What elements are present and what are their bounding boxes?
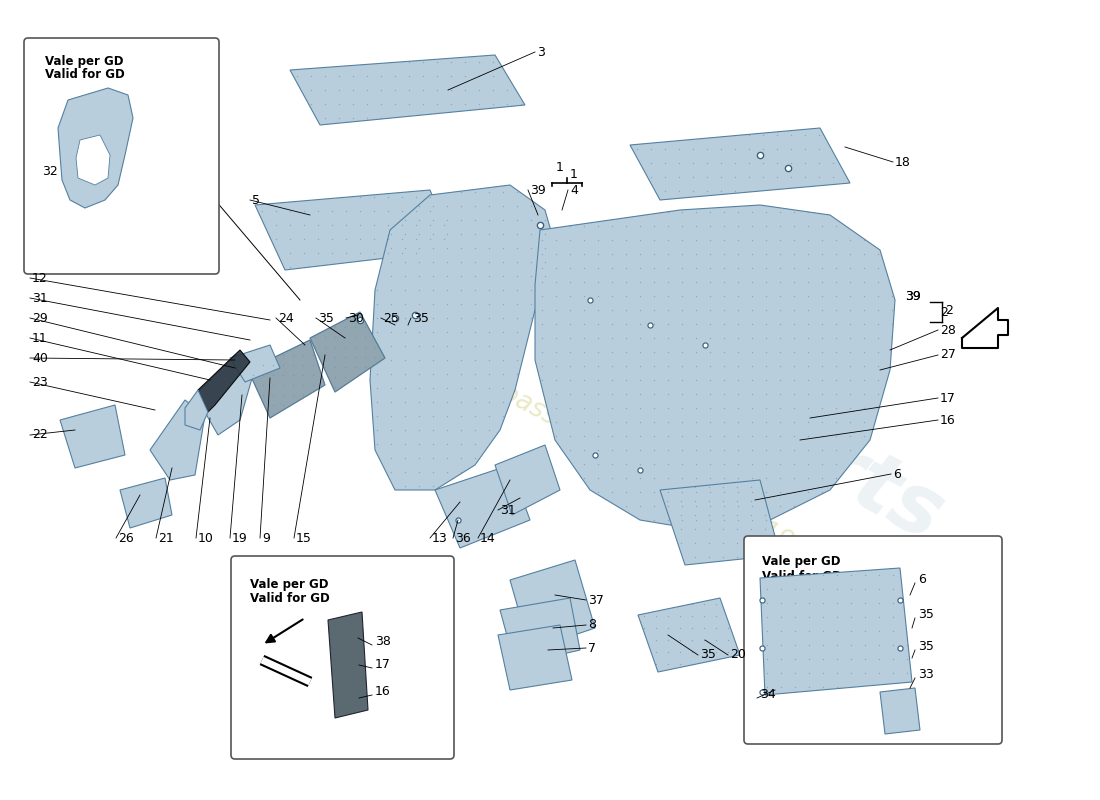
Text: 2: 2	[945, 303, 953, 317]
Polygon shape	[880, 688, 920, 734]
Polygon shape	[230, 345, 280, 382]
Text: 25: 25	[383, 311, 399, 325]
Polygon shape	[510, 560, 595, 650]
Polygon shape	[434, 465, 530, 548]
FancyBboxPatch shape	[231, 556, 454, 759]
Polygon shape	[310, 312, 385, 392]
FancyBboxPatch shape	[744, 536, 1002, 744]
Text: 39: 39	[530, 183, 546, 197]
Text: 40: 40	[32, 351, 48, 365]
Text: 36: 36	[455, 531, 471, 545]
Polygon shape	[370, 185, 556, 490]
Polygon shape	[120, 478, 172, 528]
Polygon shape	[638, 598, 740, 672]
Text: 24: 24	[278, 311, 294, 325]
Polygon shape	[495, 445, 560, 515]
Text: 35: 35	[918, 640, 934, 653]
Text: 14: 14	[480, 531, 496, 545]
Polygon shape	[150, 400, 205, 480]
Polygon shape	[198, 350, 250, 412]
Text: 39: 39	[905, 290, 921, 302]
Text: 10: 10	[198, 531, 213, 545]
Text: 5: 5	[252, 194, 260, 206]
Text: Valid for GD: Valid for GD	[762, 570, 842, 583]
Text: 30: 30	[348, 311, 364, 325]
Text: Vale per GD: Vale per GD	[250, 578, 329, 591]
Text: 31: 31	[32, 291, 47, 305]
Polygon shape	[58, 88, 133, 208]
Text: 37: 37	[588, 594, 604, 606]
Text: 32: 32	[42, 165, 57, 178]
Text: Valid for GD: Valid for GD	[45, 68, 124, 81]
Polygon shape	[255, 190, 455, 270]
Polygon shape	[962, 308, 1008, 348]
Text: Valid for GD: Valid for GD	[250, 592, 330, 605]
Text: 26: 26	[118, 531, 134, 545]
Text: 27: 27	[940, 349, 956, 362]
FancyBboxPatch shape	[24, 38, 219, 274]
Text: 16: 16	[940, 414, 956, 426]
Text: 35: 35	[700, 649, 716, 662]
Text: 12: 12	[32, 271, 47, 285]
Text: 19: 19	[232, 531, 248, 545]
Text: 9: 9	[262, 531, 270, 545]
Polygon shape	[630, 128, 850, 200]
Polygon shape	[535, 205, 895, 530]
Text: 34: 34	[760, 688, 775, 701]
Text: 15: 15	[296, 531, 312, 545]
Text: 8: 8	[588, 618, 596, 631]
Polygon shape	[248, 340, 324, 418]
Text: 13: 13	[432, 531, 448, 545]
Text: 3: 3	[537, 46, 544, 58]
Polygon shape	[195, 355, 255, 435]
Polygon shape	[290, 55, 525, 125]
Text: 38: 38	[375, 635, 390, 648]
Text: 17: 17	[375, 658, 390, 671]
Text: 35: 35	[318, 311, 334, 325]
Text: 1: 1	[557, 161, 564, 174]
Text: 23: 23	[32, 375, 47, 389]
Text: 35: 35	[412, 311, 429, 325]
Polygon shape	[760, 568, 912, 695]
Polygon shape	[248, 340, 324, 418]
Text: 33: 33	[918, 668, 934, 681]
Text: 28: 28	[940, 323, 956, 337]
Text: 1: 1	[570, 169, 578, 182]
Text: 6: 6	[918, 573, 926, 586]
Text: a passion for cars since 1985: a passion for cars since 1985	[474, 368, 826, 572]
Text: 39: 39	[905, 290, 921, 302]
Text: 20: 20	[730, 649, 746, 662]
Text: 17: 17	[940, 391, 956, 405]
Text: 18: 18	[895, 155, 911, 169]
Text: Vale per GD: Vale per GD	[45, 55, 123, 68]
Text: Vale per GD: Vale per GD	[762, 555, 840, 568]
Polygon shape	[185, 390, 208, 430]
Polygon shape	[498, 625, 572, 690]
Text: 29: 29	[32, 311, 47, 325]
Polygon shape	[500, 598, 580, 665]
Polygon shape	[310, 312, 385, 392]
Text: 4: 4	[570, 183, 578, 197]
Text: 35: 35	[918, 608, 934, 621]
Polygon shape	[660, 480, 780, 565]
Text: 7: 7	[588, 642, 596, 654]
Polygon shape	[76, 135, 110, 185]
Text: 16: 16	[375, 685, 390, 698]
Text: 11: 11	[32, 331, 47, 345]
Text: 2: 2	[940, 306, 948, 318]
Text: 21: 21	[158, 531, 174, 545]
Text: 6: 6	[893, 467, 901, 481]
Text: 22: 22	[32, 429, 47, 442]
Text: eurocarparts: eurocarparts	[383, 202, 957, 558]
Polygon shape	[328, 612, 369, 718]
Polygon shape	[60, 405, 125, 468]
Text: 31: 31	[500, 503, 516, 517]
